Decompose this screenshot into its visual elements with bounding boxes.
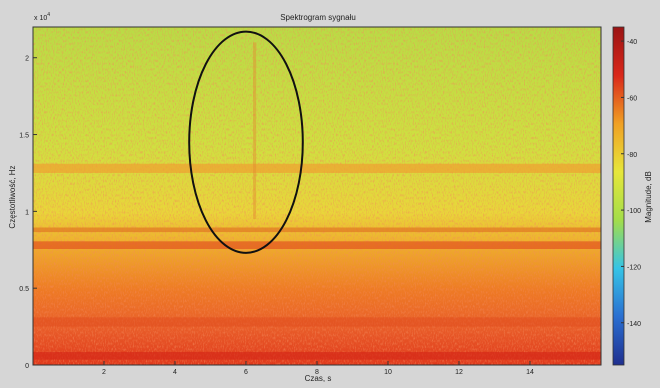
spectrogram-noise: [33, 27, 601, 365]
y-axis-exponent: x 104: [34, 12, 50, 22]
colorbar-tick-label: -80: [627, 152, 637, 159]
frequency-band: [33, 241, 601, 250]
chart-title: Spektrogram sygnału: [280, 13, 356, 22]
colorbar-label: Magnitude, dB: [644, 171, 653, 223]
frequency-band: [33, 163, 601, 173]
frequency-band: [33, 351, 601, 360]
x-tick-label: 4: [173, 369, 177, 376]
x-tick-label: 12: [455, 369, 463, 376]
y-axis-exponent-base: x 10: [34, 15, 47, 22]
y-tick-label: 0: [25, 363, 29, 370]
spectrogram-image: [33, 27, 601, 365]
x-tick-label: 8: [315, 369, 319, 376]
x-tick-label: 2: [102, 369, 106, 376]
x-tick-label: 14: [526, 369, 534, 376]
x-tick-label: 6: [244, 369, 248, 376]
y-tick-label: 1.5: [19, 133, 29, 140]
x-axis-label: Czas, s: [305, 374, 332, 383]
frequency-band: [33, 227, 601, 233]
annotation-ellipse: [188, 30, 304, 254]
colorbar-tick-label: -60: [627, 95, 637, 102]
colorbar-tick-label: -120: [627, 264, 641, 271]
x-tick-label: 10: [384, 369, 392, 376]
y-axis-label: Częstotliwość, Hz: [8, 165, 17, 228]
colorbar-tick-label: -100: [627, 208, 641, 215]
y-tick-label: 1: [25, 209, 29, 216]
frequency-band: [33, 317, 601, 327]
y-axis-exponent-power: 4: [47, 12, 50, 18]
colorbar-tick-label: -40: [627, 39, 637, 46]
colorbar: [612, 26, 625, 366]
y-tick-label: 0.5: [19, 286, 29, 293]
colorbar-tick-label: -140: [627, 321, 641, 328]
transient-trace: [253, 42, 257, 220]
y-tick-label: 2: [25, 56, 29, 63]
